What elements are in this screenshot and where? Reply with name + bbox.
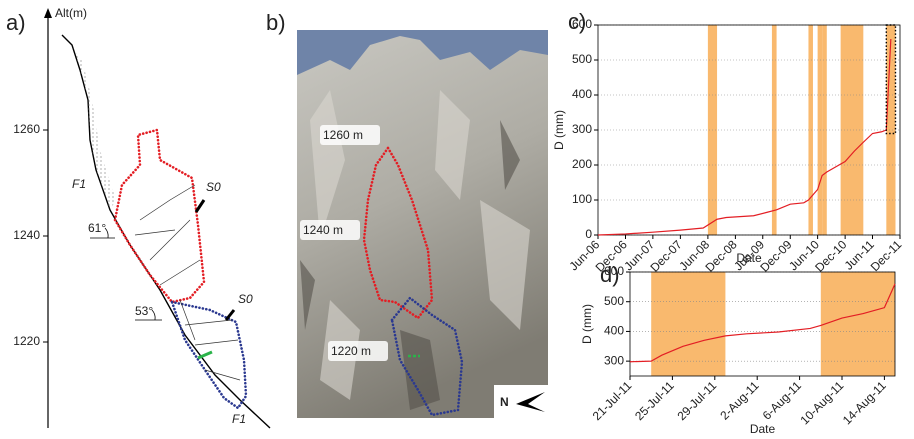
altitude-label: 1220 m [331,344,371,358]
fracture-lines [134,184,241,381]
shaded-period [771,25,777,235]
blue-outline [390,296,464,417]
x-tick-label: 2-Aug-11 [717,378,761,422]
x-axis-label: Date [750,422,776,436]
x-tick-label: 21-Jul-11 [590,378,635,423]
label-box [300,220,360,240]
green-marker [197,350,213,360]
y-axis-label: D (mm) [580,304,594,344]
panel-a: Alt(m) F1 S0 61° 53° S0 F1 [44,6,271,429]
scree-hatch [62,35,116,210]
rock-highlight [310,90,530,400]
altitude-label: 1260 m [323,128,363,142]
blue-outline [170,300,248,410]
panel-label: b) [266,10,286,35]
annotation: 53° [135,304,153,318]
north-arrow [516,392,545,412]
y-tick-label: 300 [604,353,624,367]
label-box [320,125,380,145]
panel-b: 1260 m 1240 m 1220 m N [297,30,548,418]
x-tick-label: Dec-11 [868,237,905,274]
x-tick-label: Dec-10 [812,237,849,274]
tick-label: 1240 [13,228,40,242]
shaded-period [840,25,864,235]
annotation: 61° [88,221,106,235]
panel-label: c) [568,9,586,34]
annotation: F1 [232,412,246,426]
x-tick-label: 6-Aug-11 [760,378,804,422]
x-tick-label: 10-Aug-11 [797,378,846,427]
s0-tick [224,309,236,321]
tick-label: 1220 [13,334,40,348]
y-axis-label: D (mm) [552,110,566,150]
y-tick-label: 0 [585,227,592,241]
y-tick-label: 300 [572,122,592,136]
altitude-label: 1240 m [303,223,343,237]
y-tick-label: 200 [572,157,592,171]
axis-label: Alt(m) [55,6,87,20]
y-tick-label: 400 [604,324,624,338]
shaded-period [820,272,895,376]
y-tick-label: 400 [572,87,592,101]
annotation: S0 [238,292,253,306]
angle-mark [135,309,162,321]
tick-label: 1260 [13,122,40,136]
highlight-box [885,24,897,135]
shaded-period [822,25,827,235]
north-box [494,385,548,418]
y-tick-label: 100 [572,192,592,206]
x-axis-label: Date [736,251,762,265]
shaded-period [817,25,823,235]
annotation: F1 [72,177,86,191]
x-tick-label: 25-Jul-11 [632,378,677,423]
x-tick-label: Dec-07 [647,237,684,274]
x-tick-label: Dec-08 [703,237,740,274]
red-outline [362,145,434,320]
x-tick-label: 29-Jul-11 [675,378,720,423]
sky [297,30,548,75]
axis-arrow [44,8,52,18]
label-box [328,341,388,361]
x-tick-label: Dec-09 [757,237,794,274]
data-line [597,38,892,236]
rock-shadow [300,120,520,410]
annotation: S0 [206,180,221,194]
shaded-period [808,25,813,235]
north-label: N [500,395,509,409]
y-tick-label: 600 [572,17,592,31]
plot-frame [629,271,896,377]
s0-tick [194,199,206,213]
red-outline [113,128,206,304]
shaded-period [886,25,896,235]
panel-label: d) [600,262,620,287]
panel-label: a) [6,10,26,35]
y-tick-label: 500 [572,52,592,66]
y-tick-label: 500 [604,294,624,308]
data-line [629,283,896,363]
angle-mark [90,227,115,239]
shaded-period [651,272,726,376]
y-tick-label: 600 [604,264,624,278]
x-tick-label: 14-Aug-11 [840,378,889,427]
plot-frame [597,24,901,236]
